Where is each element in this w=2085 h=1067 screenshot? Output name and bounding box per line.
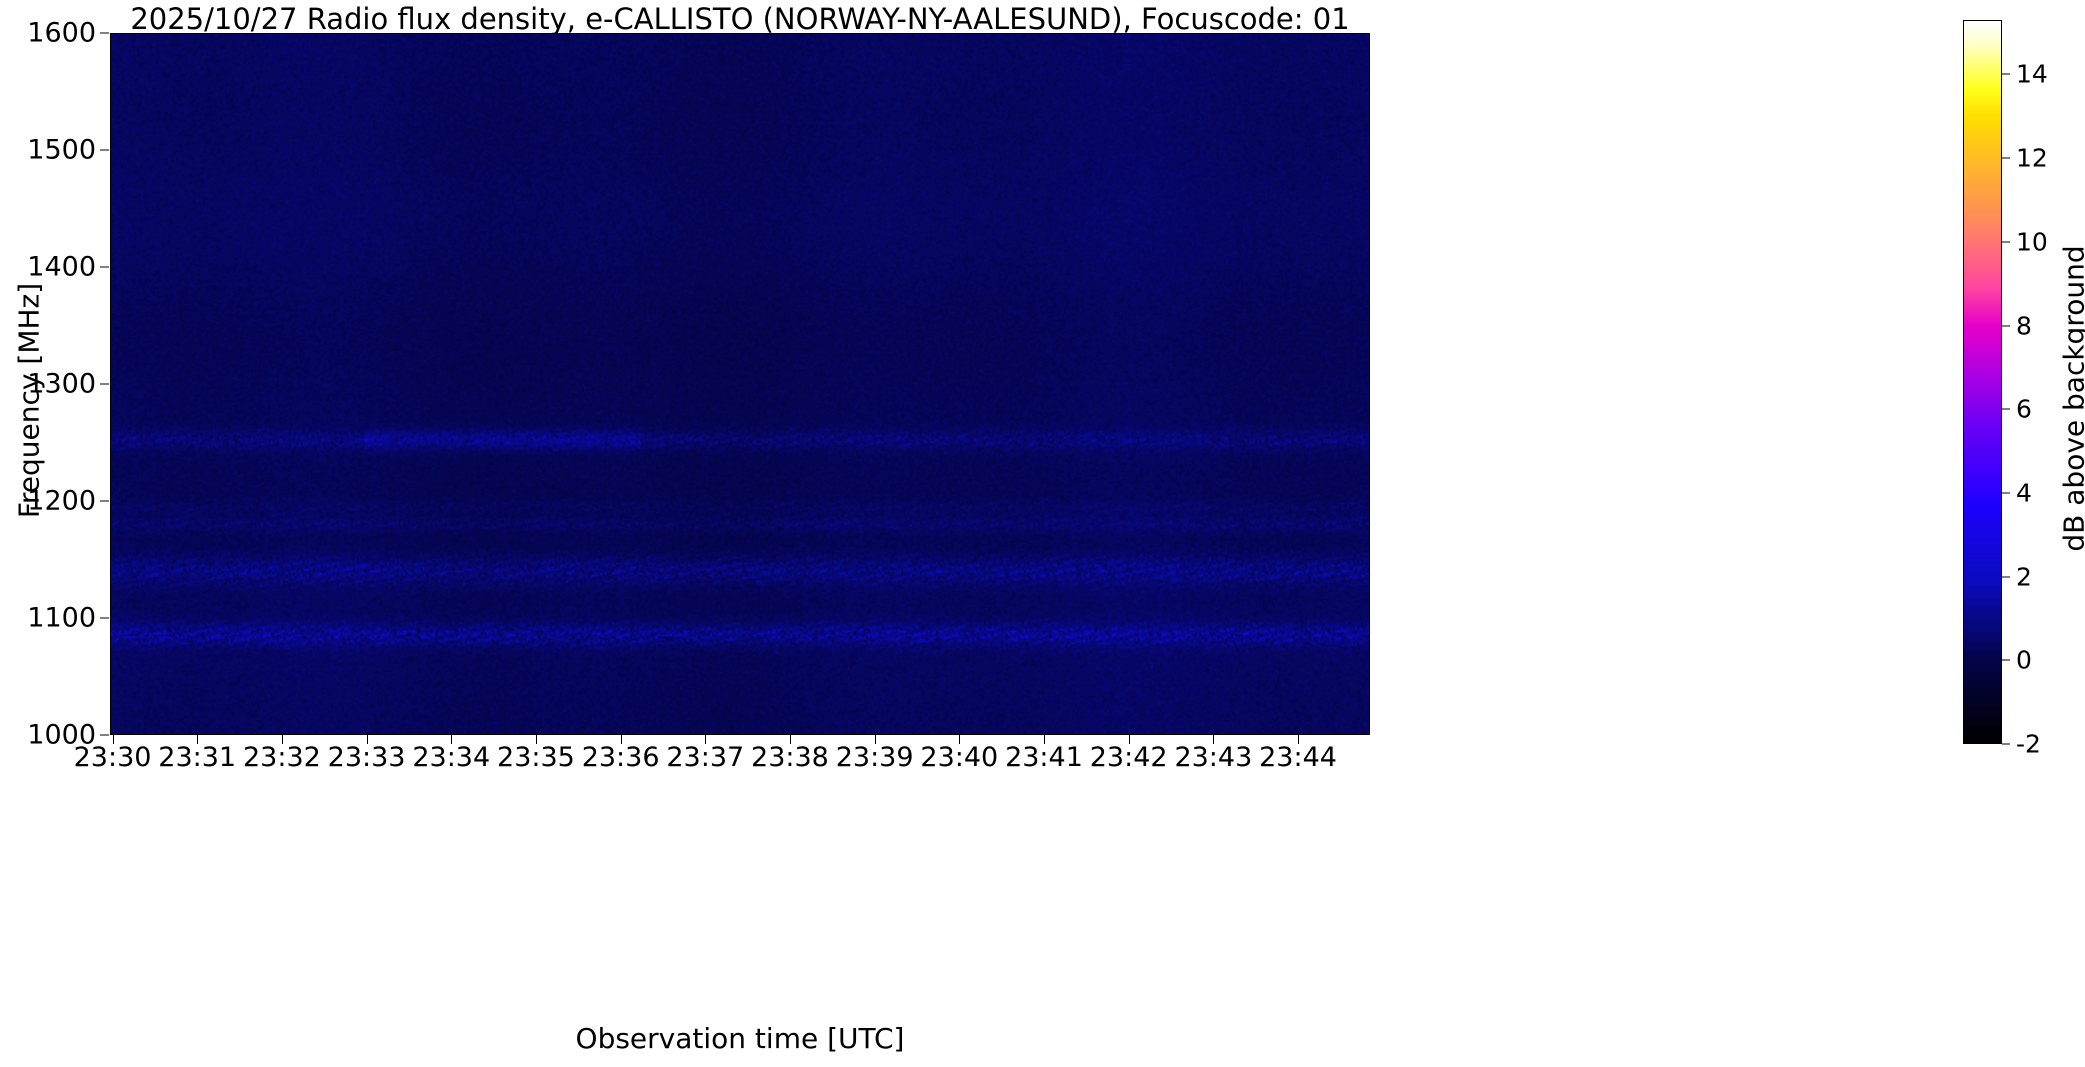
colorbar-tick-label: 4 bbox=[2016, 478, 2032, 508]
x-axis-tick-label: 23:39 bbox=[835, 742, 914, 773]
y-axis-ticklabels: 1000 1100 1200 1300 1400 1500 1600 bbox=[0, 18, 96, 751]
colorbar-tick-label: 14 bbox=[2016, 59, 2048, 89]
colorbar-tick-label: 12 bbox=[2016, 143, 2048, 173]
x-axis-tick-label: 23:37 bbox=[666, 742, 745, 773]
x-axis-tick-label: 23:31 bbox=[158, 742, 237, 773]
colorbar-tick-mark bbox=[2002, 743, 2010, 745]
colorbar-tick-label: -2 bbox=[2016, 729, 2041, 759]
y-axis-tick-label: 1200 bbox=[27, 485, 96, 517]
x-axis-tick-mark bbox=[112, 735, 114, 744]
colorbar-tick-label: 8 bbox=[2016, 311, 2032, 340]
y-axis-tick-mark bbox=[100, 500, 109, 502]
y-axis-tick-label: 1100 bbox=[27, 602, 96, 634]
page-title: 2025/10/27 Radio flux density, e-CALLIST… bbox=[130, 2, 1350, 36]
spectrogram-plot bbox=[110, 33, 1370, 735]
x-axis-tick-mark bbox=[281, 735, 283, 744]
colorbar-tick-label: 6 bbox=[2016, 394, 2032, 424]
x-axis-tick-label: 23:35 bbox=[497, 742, 575, 773]
x-axis-tick-mark bbox=[789, 735, 791, 744]
colorbar-tick-mark bbox=[2002, 576, 2010, 578]
x-axis-tick-mark bbox=[535, 735, 537, 744]
x-axis-tick-mark bbox=[705, 735, 707, 744]
x-axis-tick-mark bbox=[874, 735, 876, 744]
y-axis-tick-mark bbox=[100, 149, 109, 151]
y-axis-tick-mark bbox=[100, 734, 109, 736]
x-axis-tick-mark bbox=[620, 735, 622, 744]
x-axis-tick-mark bbox=[197, 735, 199, 744]
x-axis-tick-label: 23:34 bbox=[412, 742, 491, 773]
spectrogram-image bbox=[111, 34, 1369, 734]
x-axis-tick-label: 23:43 bbox=[1174, 742, 1253, 773]
y-axis-label: Frequency [MHz] bbox=[12, 282, 46, 519]
colorbar bbox=[1963, 20, 2002, 744]
y-axis-tick-mark bbox=[100, 383, 109, 385]
colorbar-tick-mark bbox=[2002, 408, 2010, 410]
colorbar-tick-label: 10 bbox=[2016, 227, 2048, 257]
x-axis-tick-label: 23:36 bbox=[581, 742, 660, 773]
colorbar-tick-mark bbox=[2002, 659, 2010, 661]
y-axis-tick-label: 1000 bbox=[27, 719, 96, 751]
x-axis-tick-mark bbox=[1213, 735, 1215, 744]
y-axis-tick-label: 1300 bbox=[27, 368, 96, 400]
x-axis-tick-label: 23:32 bbox=[242, 742, 321, 773]
y-axis-tick-mark bbox=[100, 32, 109, 34]
y-axis-tick-mark bbox=[100, 617, 109, 619]
colorbar-tick-mark bbox=[2002, 241, 2010, 243]
y-axis-tick-mark bbox=[100, 266, 109, 268]
colorbar-tick-label: 2 bbox=[2016, 562, 2032, 592]
x-axis-tick-mark bbox=[1043, 735, 1045, 744]
x-axis-tick-label: 23:42 bbox=[1089, 742, 1168, 773]
x-axis-tick-mark bbox=[451, 735, 453, 744]
colorbar-tick-label: 0 bbox=[2016, 645, 2032, 675]
x-axis-tick-label: 23:41 bbox=[1005, 742, 1083, 773]
x-axis-tick-mark bbox=[959, 735, 961, 744]
x-axis-tick-mark bbox=[1128, 735, 1130, 744]
x-axis-label: Observation time [UTC] bbox=[575, 1022, 905, 1055]
y-axis-tick-label: 1600 bbox=[27, 17, 96, 49]
x-axis-tick-mark bbox=[1298, 735, 1300, 744]
x-axis-tick-label: 23:33 bbox=[327, 742, 406, 773]
x-axis-tick-label: 23:44 bbox=[1259, 742, 1337, 773]
colorbar-tick-mark bbox=[2002, 325, 2010, 326]
x-axis-tick-mark bbox=[366, 735, 368, 744]
x-axis-tick-label: 23:40 bbox=[920, 742, 999, 773]
x-axis-tick-label: 23:30 bbox=[73, 742, 152, 773]
x-axis-tick-label: 23:38 bbox=[751, 742, 829, 773]
colorbar-tick-mark bbox=[2002, 73, 2010, 75]
y-axis-tick-label: 1500 bbox=[27, 134, 96, 166]
y-axis-tick-label: 1400 bbox=[27, 251, 96, 283]
colorbar-tick-mark bbox=[2002, 157, 2010, 159]
colorbar-tick-mark bbox=[2002, 492, 2010, 494]
colorbar-label: dB above background bbox=[2057, 245, 2085, 552]
